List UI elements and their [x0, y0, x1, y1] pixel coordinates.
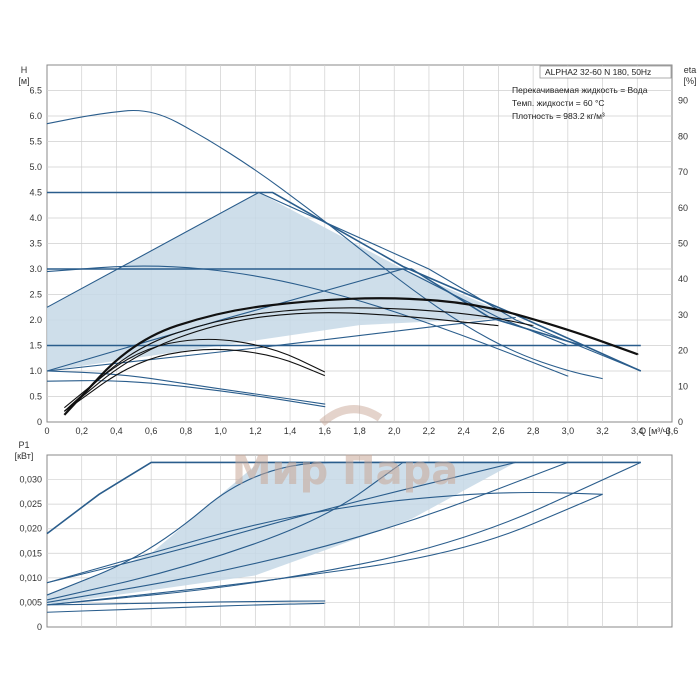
eta-y-tick: 50	[678, 239, 688, 249]
head-y-tick: 2.5	[29, 290, 42, 300]
info-model: ALPHA2 32-60 N 180, 50Hz	[545, 67, 651, 77]
head-y-tick: 4.0	[29, 213, 42, 223]
eta-y-tick: 70	[678, 167, 688, 177]
eta-y-tick: 80	[678, 131, 688, 141]
watermark-text: Мир Пара	[232, 448, 458, 494]
power-curve-cp-3.0	[46, 461, 404, 601]
head-curve-constant-pressure-4.5	[47, 191, 642, 372]
eta-curve-5	[64, 348, 325, 412]
head-x-tick: 0	[44, 426, 49, 436]
info-liquid: Перекачиваемая жидкость = Вода	[512, 85, 648, 95]
head-x-tick: 0,8	[180, 426, 193, 436]
power-curve-cp-4.5	[46, 461, 516, 596]
head-operating-area	[47, 192, 516, 371]
model-box	[539, 65, 672, 79]
power-curve-pp-2	[46, 461, 569, 603]
eta-curve-1	[63, 297, 639, 416]
head-y-tick: 4.5	[29, 188, 42, 198]
head-y-tick: 1.5	[29, 341, 42, 351]
power-y-tick: 0,030	[19, 475, 42, 485]
head-x-tick: 2,6	[492, 426, 505, 436]
power-curve-pp-3	[46, 493, 603, 606]
head-y-tick: 2.0	[29, 315, 42, 325]
head-curve-max-curve	[46, 109, 603, 380]
head-y-tick: 3.5	[29, 239, 42, 249]
info-density: Плотность = 983.2 кг/м³	[512, 111, 605, 121]
eta-curve-3	[64, 312, 499, 412]
power-curve-night-power	[46, 602, 326, 613]
eta-y-tick: 40	[678, 274, 688, 284]
head-y-tick: 3.0	[29, 264, 42, 274]
head-y-tick: 6.0	[29, 111, 42, 121]
head-x-tick: 2,4	[457, 426, 470, 436]
head-axis-unit: [м]	[18, 76, 29, 86]
head-y-tick: 1.0	[29, 366, 42, 376]
eta-curve-2	[63, 307, 534, 412]
head-curve-night-curve	[46, 370, 326, 405]
head-x-tick: 0,2	[75, 426, 88, 436]
head-x-tick: 1,2	[249, 426, 262, 436]
eta-y-tick: 90	[678, 96, 688, 106]
head-axis-label: H	[21, 65, 28, 75]
head-x-tick: 2,2	[423, 426, 436, 436]
watermark-logo-arc	[319, 405, 383, 427]
eta-curve-4	[64, 338, 326, 409]
head-x-tick: 3,4	[631, 426, 644, 436]
flow-axis-label: Q [м³/ч]	[639, 426, 670, 436]
head-x-tick: 2,8	[527, 426, 540, 436]
head-x-tick: 2,0	[388, 426, 401, 436]
head-x-tick: 1,8	[353, 426, 366, 436]
head-curve-proportional-1	[46, 191, 642, 372]
power-curve-autoadapt-high	[46, 491, 603, 584]
head-x-tick: 0,6	[145, 426, 158, 436]
power-y-tick: 0,010	[19, 573, 42, 583]
eta-y-tick: 20	[678, 346, 688, 356]
power-axis-unit: [кВт]	[15, 451, 34, 461]
head-x-tick: 1,6	[319, 426, 332, 436]
head-y-tick: 6.5	[29, 86, 42, 96]
power-y-tick: 0,015	[19, 548, 42, 558]
head-curve-proportional-2	[46, 268, 569, 372]
head-x-tick: 1,4	[284, 426, 297, 436]
power-y-tick: 0,005	[19, 597, 42, 607]
head-y-tick: 5.0	[29, 162, 42, 172]
power-curve-cp-1.5	[46, 461, 642, 606]
power-y-tick: 0,025	[19, 499, 42, 509]
power-y-tick: 0,020	[19, 524, 42, 534]
head-x-tick: 3,2	[596, 426, 609, 436]
eta-y-tick: 30	[678, 310, 688, 320]
head-x-tick: 0,4	[110, 426, 123, 436]
head-curve-proportional-3	[46, 316, 516, 372]
head-x-tick: 1,0	[214, 426, 227, 436]
power-axis-label: P1	[18, 440, 29, 450]
head-curve-autoadapt-high	[46, 265, 569, 377]
eta-y-tick: 0	[678, 417, 683, 427]
power-y-tick: 0	[37, 622, 42, 632]
head-y-tick: 0.5	[29, 392, 42, 402]
head-curve-min-curve	[46, 380, 326, 408]
eta-axis-label: eta	[684, 65, 697, 75]
eta-y-tick: 60	[678, 203, 688, 213]
eta-y-tick: 10	[678, 381, 688, 391]
power-curve-min-power	[46, 600, 326, 606]
head-y-tick: 0	[37, 417, 42, 427]
head-x-tick: 3,0	[562, 426, 575, 436]
info-temperature: Темп. жидкости = 60 °C	[512, 98, 604, 108]
power-curve-pp-1	[46, 461, 517, 584]
head-y-tick: 5.5	[29, 137, 42, 147]
head-x-tick: 3,6	[666, 426, 679, 436]
eta-axis-unit: [%]	[683, 76, 696, 86]
